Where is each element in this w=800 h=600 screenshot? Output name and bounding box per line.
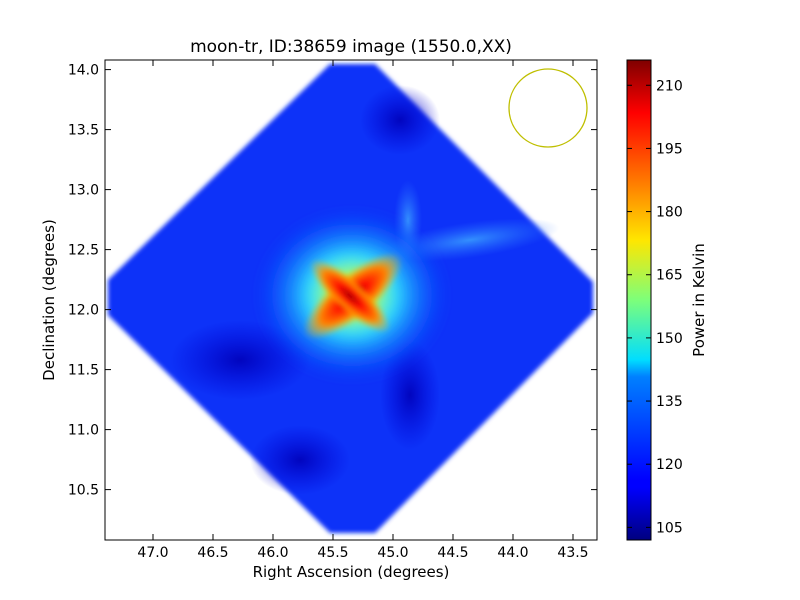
heatmap-image <box>108 64 593 533</box>
colorbar-tick-label: 165 <box>656 268 683 284</box>
colorbar-tick-label: 180 <box>656 205 683 221</box>
y-tick-label: 11.5 <box>68 363 99 379</box>
y-tick-label: 11.0 <box>68 423 99 439</box>
colorbar-ticks: 105 120 135 150 165 180 195 210 <box>627 78 683 536</box>
x-tick-label: 43.5 <box>557 545 588 561</box>
plot-frame <box>104 59 598 541</box>
x-tick-label: 45.0 <box>377 545 408 561</box>
y-tick-label: 12.0 <box>68 303 99 319</box>
colorbar-tick-label: 120 <box>656 457 683 473</box>
chart-title: moon-tr, ID:38659 image (1550.0,XX) <box>190 37 512 57</box>
x-ticks: 47.0 46.5 46.0 45.5 45.0 44.5 44.0 43.5 <box>137 60 589 561</box>
source-arm <box>309 259 391 333</box>
x-tick-label: 46.0 <box>257 545 288 561</box>
y-ticks: 10.5 11.0 11.5 12.0 12.5 13.0 13.5 14.0 <box>68 63 597 499</box>
colorbar-tick-label: 195 <box>656 141 683 157</box>
y-tick-label: 12.5 <box>68 243 99 259</box>
y-tick-label: 10.5 <box>68 483 99 499</box>
x-axis-label: Right Ascension (degrees) <box>253 563 450 581</box>
x-tick-label: 44.0 <box>497 545 528 561</box>
colorbar-tick-label: 150 <box>656 331 683 347</box>
colorbar <box>626 59 652 541</box>
x-tick-label: 44.5 <box>437 545 468 561</box>
colorbar-tick-label: 105 <box>656 520 683 536</box>
colorbar-label: Power in Kelvin <box>690 243 708 357</box>
y-tick-label: 13.0 <box>68 183 99 199</box>
y-tick-label: 13.5 <box>68 123 99 139</box>
x-tick-label: 46.5 <box>197 545 228 561</box>
colorbar-tick-label: 210 <box>656 78 683 94</box>
dark-patch <box>360 85 440 155</box>
beam-circle <box>508 68 588 148</box>
y-tick-label: 14.0 <box>68 63 99 79</box>
dark-patch <box>250 425 350 495</box>
y-axis-label: Declination (degrees) <box>40 219 58 381</box>
x-tick-label: 45.5 <box>317 545 348 561</box>
x-tick-label: 47.0 <box>137 545 168 561</box>
colorbar-tick-label: 135 <box>656 394 683 410</box>
